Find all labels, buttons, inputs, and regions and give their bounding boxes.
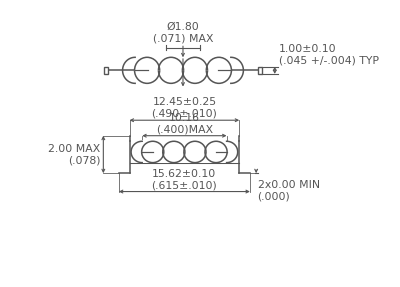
Bar: [258, 67, 262, 74]
Text: 12.45±0.25
(.490±.010): 12.45±0.25 (.490±.010): [152, 97, 217, 119]
Text: 2x0.00 MIN
(.000): 2x0.00 MIN (.000): [258, 180, 320, 202]
Text: 10.16
(.400)MAX: 10.16 (.400)MAX: [156, 113, 213, 134]
Bar: [135, 56, 231, 84]
Text: 2.00 MAX
(.078): 2.00 MAX (.078): [48, 144, 100, 165]
Bar: [104, 67, 108, 74]
Bar: [142, 140, 227, 164]
Text: 15.62±0.10
(.615±.010): 15.62±0.10 (.615±.010): [152, 168, 217, 190]
Text: Ø1.80
(.071) MAX: Ø1.80 (.071) MAX: [153, 22, 213, 43]
Text: 1.00±0.10
(.045 +/-.004) TYP: 1.00±0.10 (.045 +/-.004) TYP: [279, 44, 379, 65]
